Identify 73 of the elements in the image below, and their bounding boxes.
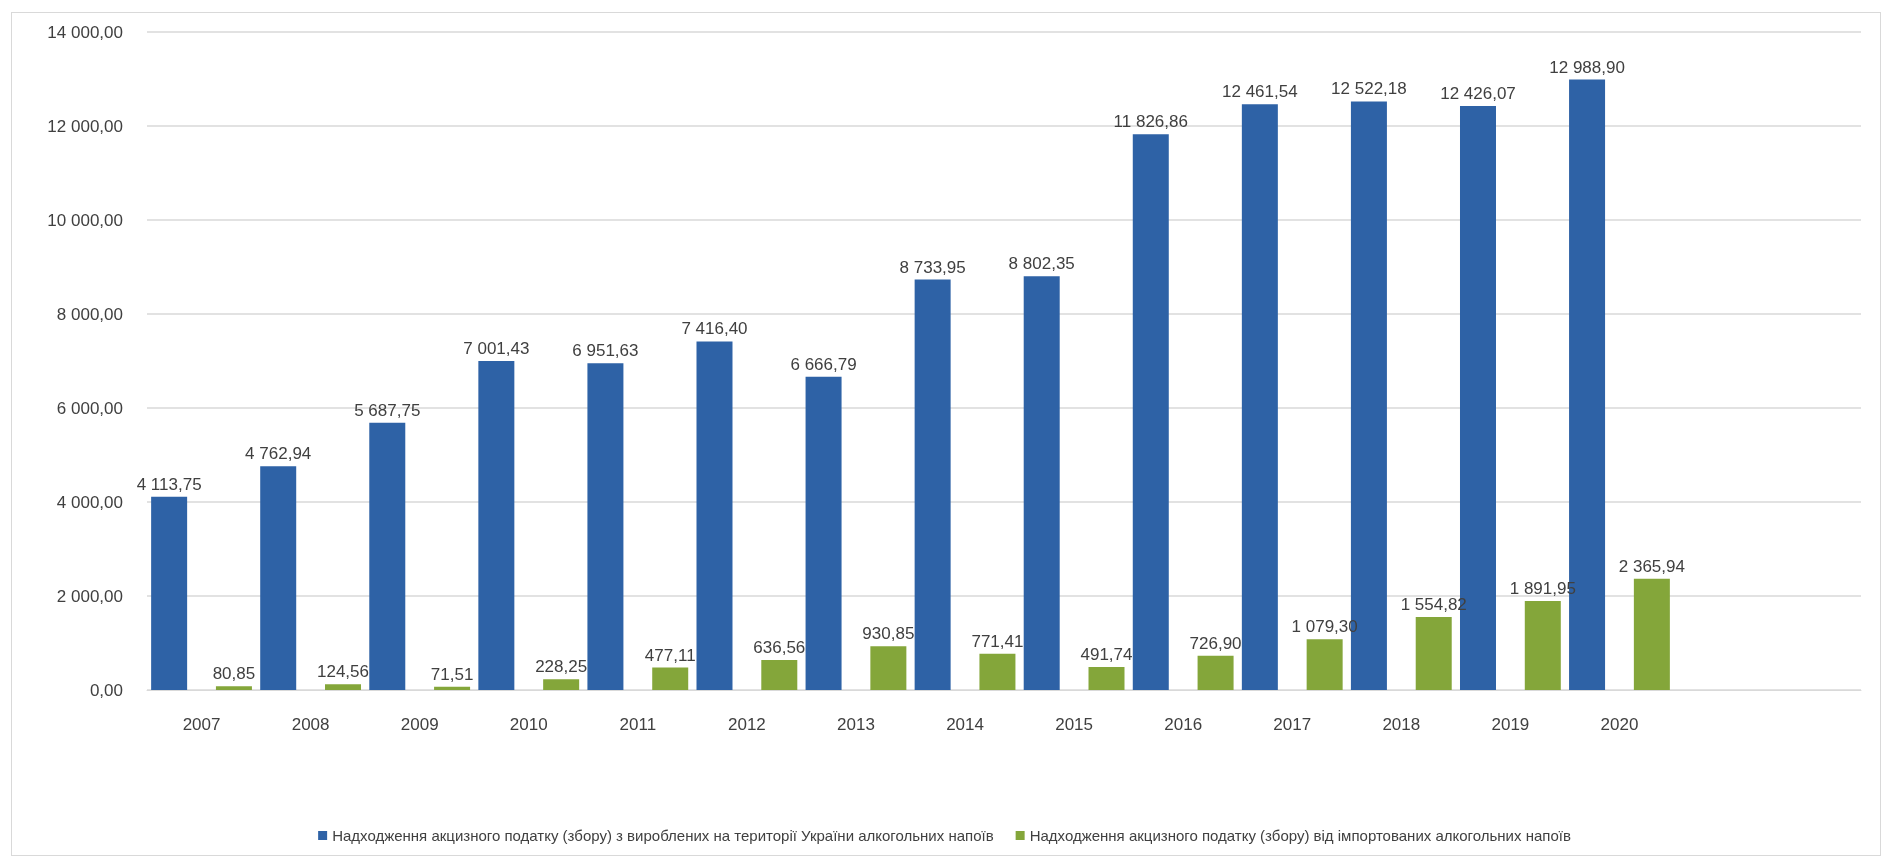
bar <box>1241 104 1278 690</box>
data-label: 491,74 <box>1080 644 1133 664</box>
data-label: 71,51 <box>430 664 474 684</box>
y-tick-label: 10 000,00 <box>47 210 123 230</box>
data-label: 12 522,18 <box>1331 79 1407 99</box>
bar <box>979 653 1016 690</box>
data-label: 7 001,43 <box>463 338 530 358</box>
x-tick-label: 2011 <box>619 715 657 734</box>
bar <box>369 422 406 690</box>
bar <box>1197 655 1234 690</box>
bar <box>325 684 362 690</box>
y-tick-label: 2 000,00 <box>56 586 123 606</box>
data-label: 4 113,75 <box>136 474 202 494</box>
bar <box>1023 276 1060 690</box>
data-label: 11 826,86 <box>1113 112 1188 132</box>
bar <box>1415 616 1452 690</box>
bar <box>478 360 515 690</box>
bar <box>696 341 733 690</box>
x-tick-label: 2019 <box>1491 715 1530 734</box>
data-label: 771,41 <box>971 631 1024 651</box>
y-tick-label: 6 000,00 <box>56 398 123 418</box>
bar <box>587 363 624 690</box>
data-label: 12 426,07 <box>1440 83 1516 103</box>
data-label: 6 666,79 <box>790 354 857 374</box>
x-tick-label: 2020 <box>1600 715 1639 734</box>
data-label: 4 762,94 <box>245 444 312 464</box>
data-label: 80,85 <box>212 664 256 684</box>
bar <box>1088 666 1125 690</box>
bar <box>652 667 689 690</box>
bar <box>151 496 188 690</box>
data-label: 6 951,63 <box>572 341 639 361</box>
x-tick-label: 2015 <box>1055 715 1094 734</box>
y-tick-label: 0,00 <box>89 680 123 700</box>
bar <box>215 686 252 690</box>
legend-label: Надходження акцизного податку (збору) з вироблених на території України алкогольних напоїв <box>332 827 994 844</box>
data-label: 124,56 <box>317 662 370 682</box>
bar <box>914 279 951 690</box>
data-label: 8 733,95 <box>899 257 966 277</box>
x-tick-label: 2018 <box>1382 715 1421 734</box>
y-tick-label: 12 000,00 <box>47 116 123 136</box>
x-tick-label: 2007 <box>182 715 221 734</box>
data-label: 7 416,40 <box>681 319 748 339</box>
y-tick-label: 8 000,00 <box>56 304 123 324</box>
bar <box>1633 578 1670 690</box>
bar <box>1524 601 1561 690</box>
data-label: 930,85 <box>862 624 915 644</box>
data-label: 2 365,94 <box>1618 556 1685 576</box>
data-label: 8 802,35 <box>1008 254 1075 274</box>
data-label: 726,90 <box>1189 633 1242 653</box>
data-label: 12 988,90 <box>1549 57 1625 77</box>
x-tick-label: 2013 <box>837 715 875 734</box>
x-tick-label: 2014 <box>946 715 984 734</box>
data-label: 5 687,75 <box>354 400 421 420</box>
data-label: 228,25 <box>535 657 588 677</box>
x-tick-label: 2012 <box>727 715 766 734</box>
x-tick-label: 2010 <box>509 715 548 734</box>
x-tick-label: 2008 <box>291 715 330 734</box>
bar <box>805 376 842 690</box>
data-label: 477,11 <box>644 645 696 665</box>
bar <box>260 466 297 690</box>
x-tick-label: 2009 <box>400 715 439 734</box>
bar <box>1306 639 1343 690</box>
bar <box>543 679 580 690</box>
bar <box>870 646 907 690</box>
bar <box>761 660 798 690</box>
x-tick-label: 2016 <box>1164 715 1203 734</box>
y-tick-label: 14 000,00 <box>47 22 123 42</box>
legend-label: Надходження акцизного податку (збору) від імпортованих алкогольних напоїв <box>1029 827 1571 844</box>
data-label: 636,56 <box>753 638 806 658</box>
y-tick-label: 4 000,00 <box>56 492 123 512</box>
x-tick-label: 2017 <box>1273 715 1312 734</box>
data-label: 12 461,54 <box>1222 82 1298 102</box>
bar <box>1132 134 1169 690</box>
